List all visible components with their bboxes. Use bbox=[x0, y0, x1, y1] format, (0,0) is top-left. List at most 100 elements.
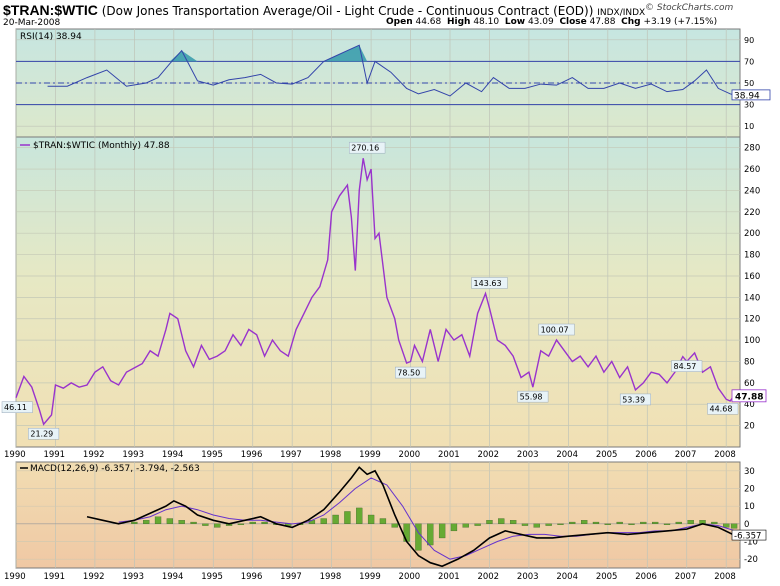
price-annotation-box bbox=[619, 393, 651, 406]
macd-histogram-bar bbox=[581, 520, 588, 524]
macd-histogram-bar bbox=[356, 507, 363, 524]
price-tick-label: 160 bbox=[744, 272, 760, 282]
price-panel-bg bbox=[15, 136, 741, 448]
x-tick-label: 2006 bbox=[635, 450, 657, 460]
symbol-label: $TRAN:$WTIC bbox=[3, 2, 98, 18]
macd-histogram-bar bbox=[509, 520, 517, 524]
x-tick-label: 1995 bbox=[201, 450, 223, 460]
macd-x-tick-label: 1993 bbox=[122, 572, 144, 582]
x-tick-label: 1992 bbox=[83, 450, 105, 460]
rsi-tick-label: 50 bbox=[744, 79, 754, 88]
macd-x-tick-label: 2002 bbox=[477, 572, 499, 582]
stockcharts-logo: © StockCharts.com bbox=[645, 3, 734, 13]
description-label: (Dow Jones Transportation Average/Oil - … bbox=[101, 4, 594, 18]
macd-x-tick-label: 1997 bbox=[280, 572, 302, 582]
price-tick-label: 40 bbox=[744, 400, 755, 410]
price-annotation-box bbox=[348, 141, 386, 154]
macd-histogram-bar bbox=[214, 523, 221, 528]
open-label: Open bbox=[386, 17, 413, 27]
x-tick-label: 1994 bbox=[162, 450, 184, 460]
macd-histogram-bar bbox=[486, 520, 493, 524]
rsi-tick-label: 70 bbox=[744, 57, 754, 66]
rsi-line bbox=[47, 44, 735, 97]
macd-histogram-bar bbox=[569, 521, 576, 524]
macd-histogram-bar bbox=[652, 521, 659, 524]
rsi-last-value: 38.94 bbox=[734, 91, 760, 101]
price-annotation-box bbox=[671, 360, 703, 372]
macd-histogram-bar bbox=[604, 523, 611, 525]
date-label: 20-Mar-2008 bbox=[3, 18, 61, 28]
macd-histogram-bar bbox=[663, 523, 671, 525]
chart-header-title: $TRAN:$WTIC (Dow Jones Transportation Av… bbox=[3, 2, 645, 18]
macd-x-tick-label: 2005 bbox=[596, 572, 618, 582]
rsi-overbought-fill bbox=[47, 45, 735, 62]
macd-x-tick-label: 2008 bbox=[714, 572, 736, 582]
macd-x-tick-label: 1990 bbox=[4, 572, 26, 582]
macd-histogram-bar bbox=[592, 521, 600, 524]
price-annotation: 100.07 bbox=[541, 326, 569, 335]
price-last-value-box bbox=[731, 389, 767, 403]
exchange-label: INDX/INDX bbox=[597, 8, 646, 18]
macd-histogram-bar bbox=[415, 523, 422, 551]
macd-x-tick-label: 1998 bbox=[320, 572, 342, 582]
rsi-tick-label: 10 bbox=[744, 122, 754, 131]
macd-histogram-bar bbox=[533, 523, 540, 528]
price-tick-label: 60 bbox=[744, 379, 755, 389]
macd-histogram-bar bbox=[154, 516, 162, 524]
macd-histogram-bar bbox=[427, 523, 434, 546]
x-tick-label: 1996 bbox=[241, 450, 263, 460]
price-annotation-box bbox=[395, 366, 427, 379]
x-tick-label: 1998 bbox=[320, 450, 342, 460]
price-annotation: 84.57 bbox=[673, 362, 696, 371]
macd-x-tick-label: 1991 bbox=[43, 572, 65, 582]
macd-histogram-bar bbox=[438, 523, 446, 539]
chg-label: Chg bbox=[621, 17, 641, 27]
macd-histogram-bar bbox=[131, 521, 138, 524]
macd-x-tick-label: 2003 bbox=[517, 572, 539, 582]
price-annotation: 46.11 bbox=[4, 403, 27, 412]
macd-tick-label: 20 bbox=[744, 485, 755, 495]
rsi-tick-label: 30 bbox=[744, 101, 754, 110]
macd-histogram-bar bbox=[730, 523, 738, 529]
macd-histogram-bar bbox=[450, 523, 458, 532]
price-tick-label: 20 bbox=[744, 422, 755, 432]
macd-histogram-bar bbox=[261, 521, 268, 524]
macd-histogram-bar bbox=[462, 523, 469, 528]
low-label: Low bbox=[504, 17, 526, 27]
macd-histogram-bar bbox=[545, 523, 552, 526]
low-value: 43.09 bbox=[527, 17, 554, 27]
macd-histogram-bar bbox=[237, 523, 245, 525]
macd-histogram-bar bbox=[190, 521, 197, 524]
macd-histogram-bar bbox=[616, 521, 623, 524]
price-annotation-box bbox=[517, 390, 549, 403]
price-last-value: 47.88 bbox=[735, 392, 763, 402]
x-tick-label: 2003 bbox=[517, 450, 539, 460]
macd-histogram-bar bbox=[332, 514, 339, 524]
rsi-title: RSI(14) 38.94 bbox=[20, 32, 82, 42]
macd-tick-label: 30 bbox=[744, 467, 755, 477]
macd-histogram-bar bbox=[723, 523, 730, 528]
quote-summary: Open 44.68 High 48.10 Low 43.09 Close 47… bbox=[386, 17, 717, 27]
x-tick-label: 2008 bbox=[714, 450, 736, 460]
macd-histogram-bar bbox=[166, 518, 174, 524]
price-tick-label: 280 bbox=[744, 144, 760, 154]
price-line bbox=[15, 158, 735, 426]
macd-last-value-box bbox=[731, 529, 767, 541]
rsi-last-value-box bbox=[731, 89, 771, 101]
price-annotation: 270.16 bbox=[351, 144, 379, 153]
macd-histogram-bar bbox=[687, 520, 694, 524]
macd-histogram-bar bbox=[202, 523, 209, 526]
macd-x-tick-label: 1992 bbox=[83, 572, 105, 582]
macd-tick-label: 0 bbox=[744, 520, 749, 530]
rsi-tick-label: 90 bbox=[744, 36, 754, 45]
macd-tick-label: -20 bbox=[744, 555, 758, 565]
open-value: 44.68 bbox=[415, 17, 442, 27]
price-tick-label: 80 bbox=[744, 357, 755, 367]
macd-histogram-bar bbox=[711, 521, 718, 524]
macd-histogram-bar bbox=[640, 521, 647, 524]
price-annotation: 21.29 bbox=[30, 430, 53, 439]
price-title: $TRAN:$WTIC (Monthly) 47.88 bbox=[33, 141, 170, 151]
price-tick-label: 100 bbox=[744, 336, 760, 346]
price-tick-label: 200 bbox=[744, 229, 760, 239]
macd-title: MACD(12,26,9) -6.357, -3.794, -2.563 bbox=[30, 464, 200, 474]
